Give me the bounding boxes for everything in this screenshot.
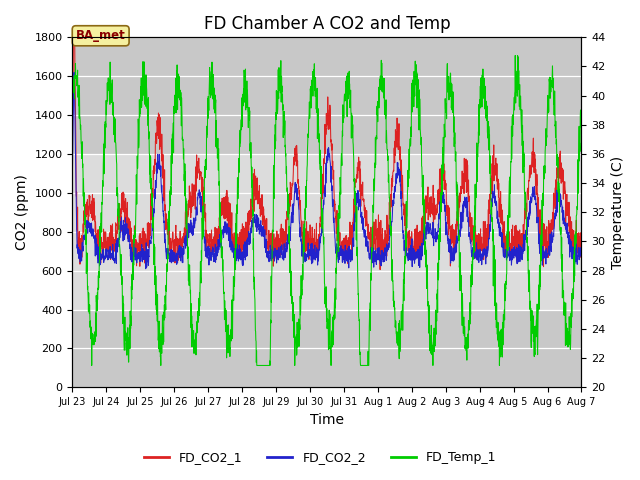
Text: BA_met: BA_met: [76, 29, 125, 42]
Y-axis label: Temperature (C): Temperature (C): [611, 156, 625, 269]
Y-axis label: CO2 (ppm): CO2 (ppm): [15, 174, 29, 250]
Title: FD Chamber A CO2 and Temp: FD Chamber A CO2 and Temp: [204, 15, 451, 33]
X-axis label: Time: Time: [310, 413, 344, 427]
Bar: [72, 154, 582, 310]
Legend: FD_CO2_1, FD_CO2_2, FD_Temp_1: FD_CO2_1, FD_CO2_2, FD_Temp_1: [139, 446, 501, 469]
